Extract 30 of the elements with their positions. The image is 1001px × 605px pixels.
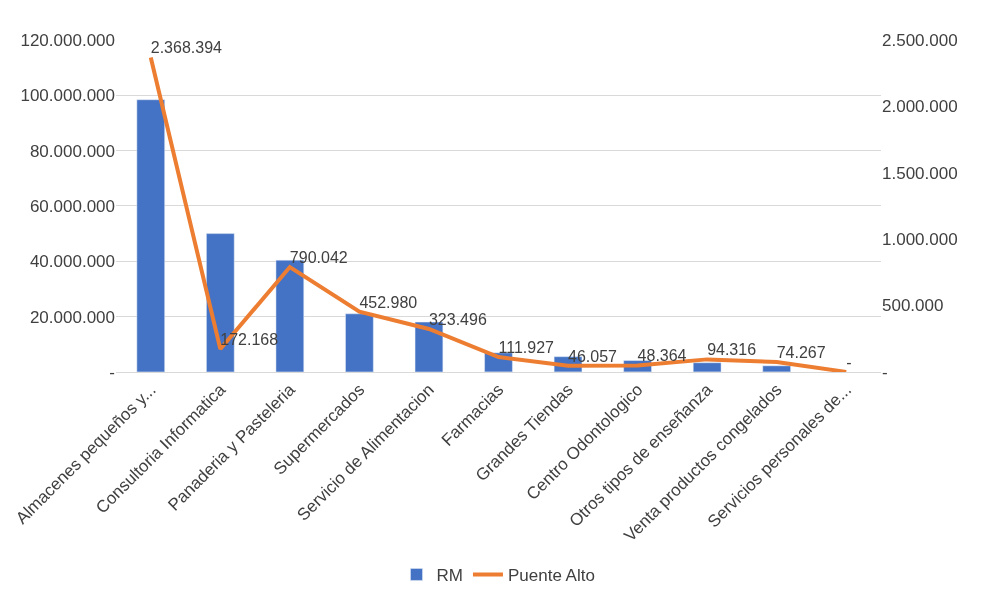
y2-tick-label: 1.000.000 xyxy=(882,230,958,250)
bar xyxy=(136,99,165,372)
data-label: 323.496 xyxy=(428,310,487,328)
y-tick-label: 60.000.000 xyxy=(29,196,115,216)
data-label: 48.364 xyxy=(637,347,687,365)
y-tick-label: 80.000.000 xyxy=(29,141,115,161)
y-tick-label: 40.000.000 xyxy=(29,252,115,272)
data-label: 74.267 xyxy=(776,344,826,362)
data-label: - xyxy=(846,353,852,371)
data-label: 790.042 xyxy=(289,249,348,267)
y-tick-label: 120.000.000 xyxy=(20,30,115,50)
data-label: 2.368.394 xyxy=(150,39,223,57)
legend-label: RM xyxy=(436,566,463,586)
y2-tick-label: - xyxy=(882,362,888,382)
bar xyxy=(345,313,374,372)
y2-tick-label: 2.500.000 xyxy=(882,30,958,50)
data-label: 111.927 xyxy=(498,339,555,357)
y-tick-label: 100.000.000 xyxy=(20,86,115,106)
y-tick-label: 20.000.000 xyxy=(29,307,115,327)
bar xyxy=(762,365,791,372)
data-label: 46.057 xyxy=(568,347,618,365)
line-series xyxy=(148,55,849,372)
data-label: 452.980 xyxy=(359,293,418,311)
bar xyxy=(692,362,722,372)
y2-tick-label: 500.000 xyxy=(882,296,944,316)
data-label: 94.316 xyxy=(707,341,757,359)
y-tick-label: - xyxy=(109,362,115,382)
y2-tick-label: 2.000.000 xyxy=(882,97,958,117)
legend-label: Puente Alto xyxy=(507,566,595,586)
y2-tick-label: 1.500.000 xyxy=(882,163,958,183)
